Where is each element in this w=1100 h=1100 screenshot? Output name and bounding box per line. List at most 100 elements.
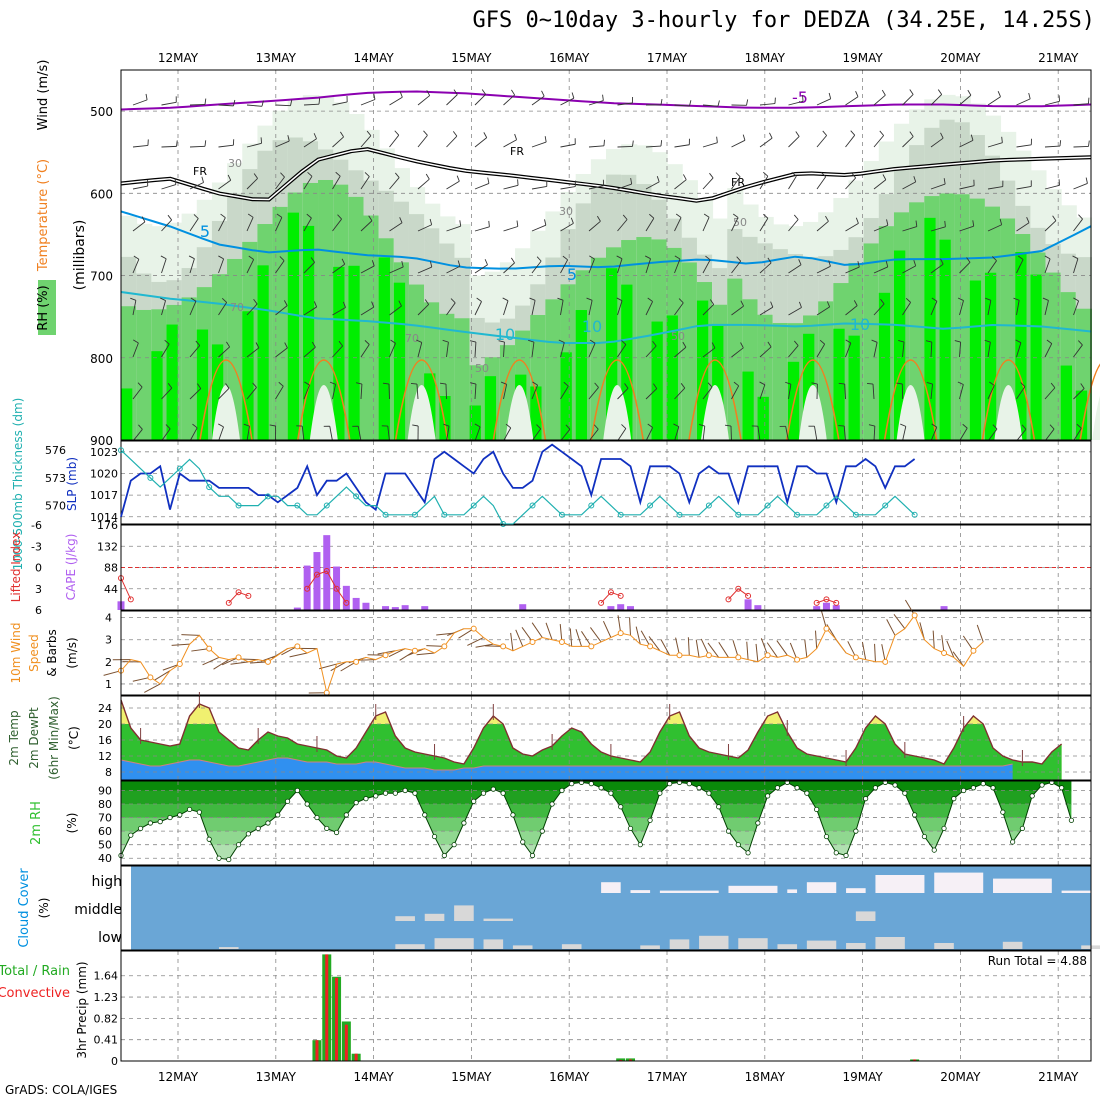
wind-barb (674, 346, 687, 358)
wind-barb (132, 144, 148, 148)
rh-shade-bright (878, 292, 891, 440)
wind10-barb (766, 642, 778, 658)
rh-marker (774, 785, 781, 791)
wind-barb (560, 222, 574, 232)
wind-barb (902, 226, 917, 232)
rh-marker (853, 828, 859, 834)
rh-shade-bright (560, 352, 572, 440)
wind-barb (1073, 300, 1080, 316)
cloud-bar-low (1002, 941, 1023, 949)
cape-bar (293, 607, 301, 610)
wind-barb (189, 388, 202, 400)
cape-bar (607, 606, 615, 610)
wind-barb-flag (855, 91, 859, 97)
wind-barb (332, 345, 343, 358)
thickness-marker (470, 502, 477, 509)
wind-barb-flag (937, 89, 943, 95)
rh-marker (892, 782, 898, 788)
profile-ytick: 800 (90, 352, 113, 366)
rh-marker (245, 831, 251, 837)
wind-barb (303, 306, 317, 316)
rh-marker (1010, 839, 1016, 845)
cloud-bar-high (728, 885, 778, 893)
rh-marker (265, 820, 271, 826)
wind-barb (1073, 388, 1085, 400)
wind-barb (959, 262, 971, 274)
cloud-bar-low (738, 938, 768, 949)
wind-barb (617, 146, 633, 148)
contour-label: 5 (567, 265, 577, 284)
wind-barb (218, 387, 230, 400)
rh-shade-bright (257, 265, 269, 440)
cloud-bar-low (699, 935, 729, 949)
rh-marker (569, 781, 575, 787)
wind-barb (275, 305, 288, 316)
wind10-marker (735, 654, 742, 661)
wind-barb (816, 135, 827, 148)
wind-barb-flag (532, 381, 538, 386)
wind-barb (389, 305, 402, 316)
thickness-marker (529, 502, 536, 509)
rh-shade-bright (984, 272, 997, 440)
wind-barb (417, 304, 429, 316)
rh-tick: 70 (98, 812, 112, 825)
rh-shade-green (863, 243, 880, 440)
wind-barb (788, 175, 797, 190)
wind-barb-flag (724, 424, 732, 427)
wind-barb (560, 429, 571, 442)
wind-barb-flag (1001, 136, 1003, 143)
wind-barb-flag (248, 255, 254, 260)
wind-barb (702, 304, 715, 316)
wind-barb-flag (838, 425, 845, 427)
wind-barb-flag (1059, 140, 1062, 147)
wind-barb-flag (528, 339, 535, 343)
wind-barb-flag (616, 255, 623, 260)
wind-barb-flag (1042, 297, 1049, 301)
wind-barb-flag (304, 381, 310, 386)
cape-bar (391, 607, 399, 610)
wind-barb-flag (401, 261, 404, 268)
wind-barb (1073, 218, 1083, 232)
rh-marker (951, 796, 957, 802)
contour-label: 50 (733, 216, 747, 229)
wind-barb (845, 342, 852, 358)
rh-shade-bright (484, 376, 497, 440)
wind-barb-flag (373, 93, 376, 100)
wind-barb-flag (452, 131, 458, 137)
wind-barb (788, 384, 792, 400)
wind-barb (303, 346, 316, 358)
rh-marker (990, 785, 996, 791)
wind10-barb (416, 652, 435, 656)
wind10-barb (103, 670, 122, 676)
wind-barb (674, 426, 680, 442)
wind-barb-flag (711, 342, 716, 349)
wind10-barb (154, 670, 171, 681)
wind-barb (731, 305, 744, 316)
rh-marker (912, 812, 918, 818)
cape-bar (813, 606, 821, 610)
wind-barb (674, 387, 686, 400)
wind-barb-flag (940, 258, 944, 265)
profile-frame (120, 69, 1092, 441)
precip-tick: 0 (111, 1055, 118, 1068)
wind-barb (902, 342, 905, 358)
wind-barb (674, 179, 687, 190)
rh-marker (667, 781, 673, 787)
wind-barb-flag (850, 130, 856, 136)
wind-barb-flag (364, 172, 370, 177)
cloud-ylabel-2: (%) (37, 898, 51, 919)
wind-barb (474, 342, 477, 358)
wind-barb-flag (1046, 339, 1053, 344)
rh-marker (490, 786, 496, 792)
wind-barb (189, 258, 195, 274)
wind-barb (417, 95, 430, 106)
wind-barb-flag (284, 342, 288, 349)
cloud-bar-middle (454, 905, 474, 921)
wind-barb-flag (746, 99, 749, 106)
rh-marker (304, 801, 310, 807)
wind-barb (1016, 185, 1032, 190)
wind-barb-flag (565, 424, 571, 430)
wind-barb-flag (160, 255, 167, 260)
rh-shade-bright (742, 371, 754, 440)
rh-marker (137, 825, 144, 832)
